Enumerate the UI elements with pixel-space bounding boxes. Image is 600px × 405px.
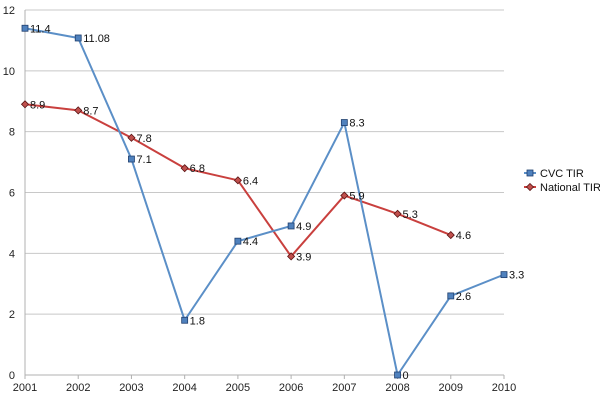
cvc-tir-label-2007: 8.3 <box>349 118 364 130</box>
x-tick-label-2006: 2006 <box>279 382 303 394</box>
data-markers <box>20 24 508 379</box>
legend-marker-cvc-tir <box>526 169 534 177</box>
national-tir-label-2007: 5.9 <box>349 191 364 203</box>
series-lines <box>24 27 505 376</box>
national-tir-label-2001: 8.9 <box>30 99 45 111</box>
legend-label-cvc-tir: CVC TIR <box>540 168 584 180</box>
national-tir-point-2007 <box>340 191 349 200</box>
x-tick-label-2010: 2010 <box>492 382 516 394</box>
cvc-tir-point-2001 <box>21 24 29 32</box>
cvc-tir-point-2009 <box>447 292 455 300</box>
x-tick-label-2003: 2003 <box>119 382 143 394</box>
national-tir-label-2009: 4.6 <box>456 230 471 242</box>
cvc-tir-point-2003 <box>128 155 135 163</box>
y-tick-label-6: 6 <box>9 188 15 200</box>
cvc-tir-point-2007 <box>340 119 348 126</box>
national-tir-point-2004 <box>180 164 189 173</box>
y-tick-label-0: 0 <box>9 370 15 382</box>
legend-label-national-tir: National TIR <box>540 182 600 194</box>
x-tick-label-2009: 2009 <box>439 382 463 394</box>
national-tir-point-2008 <box>393 209 402 218</box>
cvc-tir-label-2009: 2.6 <box>456 291 471 303</box>
national-tir-label-2006: 3.9 <box>296 251 311 263</box>
national-tir-label-2008: 5.3 <box>403 209 418 221</box>
national-tir-label-2005: 6.4 <box>243 175 258 187</box>
x-tick-label-2002: 2002 <box>66 382 90 394</box>
cvc-tir-point-2002 <box>74 34 82 42</box>
y-tick-label-12: 12 <box>3 5 15 17</box>
y-tick-label-10: 10 <box>3 66 15 78</box>
cvc-tir-label-2008: 0 <box>403 370 409 382</box>
cvc-tir-label-2003: 7.1 <box>136 154 151 166</box>
cvc-tir-label-2002: 11.08 <box>83 33 110 45</box>
cvc-tir-line <box>24 27 505 376</box>
x-tick-label-2008: 2008 <box>385 382 409 394</box>
legend: CVC TIR National TIR <box>524 168 600 194</box>
x-tick-label-2004: 2004 <box>172 382 196 394</box>
cvc-tir-point-2005 <box>234 237 242 245</box>
national-tir-point-2003 <box>127 133 136 142</box>
y-tick-label-4: 4 <box>9 248 15 260</box>
national-tir-point-2002 <box>74 106 83 115</box>
national-tir-point-2009 <box>446 231 455 240</box>
y-tick-label-2: 2 <box>9 309 15 321</box>
data-labels: 8.9 8.7 7.8 6.8 6.4 3.9 5.9 5.3 4.6 11.4 11.08 7.1 1… <box>30 23 524 382</box>
cvc-tir-label-2004: 1.8 <box>190 315 205 327</box>
national-tir-point-2001 <box>20 100 30 109</box>
cvc-tir-point-2004 <box>181 316 189 324</box>
national-tir-label-2003: 7.8 <box>136 133 151 145</box>
cvc-tir-point-2006 <box>287 222 295 230</box>
national-tir-label-2004: 6.8 <box>190 163 205 175</box>
cvc-tir-label-2010: 3.3 <box>509 270 524 282</box>
national-tir-point-2006 <box>287 252 296 261</box>
gridlines <box>25 9 504 315</box>
y-tick-label-8: 8 <box>9 127 15 139</box>
cvc-tir-label-2001: 11.4 <box>30 23 51 35</box>
x-tick-label-2005: 2005 <box>226 382 250 394</box>
national-tir-label-2002: 8.7 <box>83 105 98 117</box>
cvc-tir-point-2008 <box>394 371 401 379</box>
national-tir-point-2005 <box>233 176 242 185</box>
cvc-tir-label-2005: 4.4 <box>243 236 258 248</box>
legend-marker-national-tir <box>525 182 535 192</box>
cvc-tir-point-2010 <box>500 271 508 279</box>
x-tick-label-2007: 2007 <box>332 382 356 394</box>
x-tick-label-2001: 2001 <box>13 382 37 394</box>
axes: 0 2 4 6 8 10 12 2001 2002 2003 2004 2005 2006 2007 200… <box>3 5 516 394</box>
cvc-tir-label-2006: 4.9 <box>296 221 311 233</box>
